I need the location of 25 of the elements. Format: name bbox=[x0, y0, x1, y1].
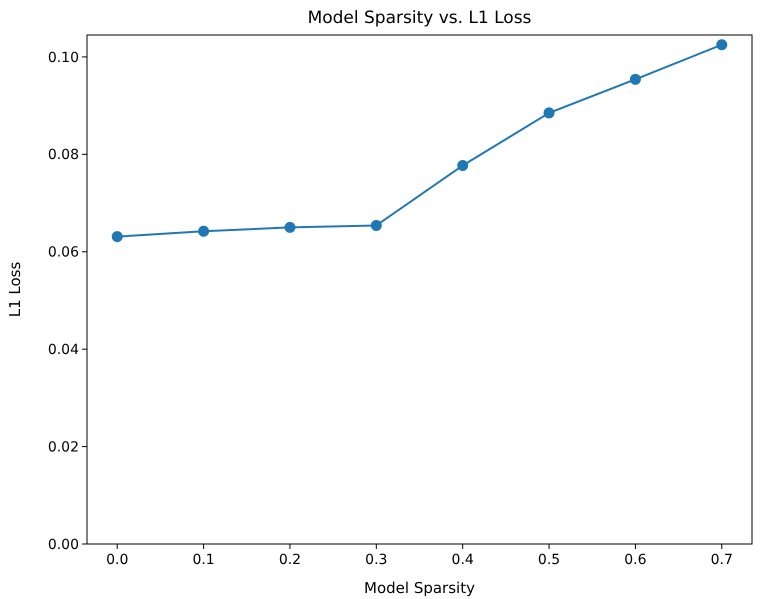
y-tick-label: 0.08 bbox=[48, 147, 79, 164]
point bbox=[198, 226, 210, 237]
y-axis-title: L1 Loss bbox=[6, 262, 24, 318]
point bbox=[370, 220, 382, 231]
point bbox=[112, 231, 123, 242]
x-tick-label: 0.5 bbox=[538, 552, 560, 568]
x-tick-label: 0.0 bbox=[106, 552, 128, 568]
x-tick-label: 0.2 bbox=[278, 552, 302, 568]
point bbox=[457, 160, 468, 172]
point bbox=[630, 74, 641, 85]
y-tick-label: 0.00 bbox=[48, 536, 79, 553]
point bbox=[544, 107, 555, 118]
chart-title: Model Sparsity vs. L1 Loss bbox=[308, 8, 532, 28]
y-tick-label: 0.04 bbox=[48, 342, 80, 358]
y-tick-label: 0.06 bbox=[48, 244, 80, 261]
y-tick-label: 0.02 bbox=[48, 439, 79, 456]
y-tick-label: 0.10 bbox=[48, 50, 79, 66]
x-tick-label: 0.1 bbox=[192, 552, 215, 568]
x-tick-label: 0.7 bbox=[710, 552, 733, 568]
x-axis-title: Model Sparsity bbox=[364, 579, 476, 597]
point bbox=[716, 39, 728, 50]
x-tick-label: 0.4 bbox=[452, 552, 474, 568]
x-tick-label: 0.6 bbox=[624, 552, 647, 568]
x-tick-label: 0.3 bbox=[365, 552, 388, 568]
point bbox=[284, 222, 296, 233]
